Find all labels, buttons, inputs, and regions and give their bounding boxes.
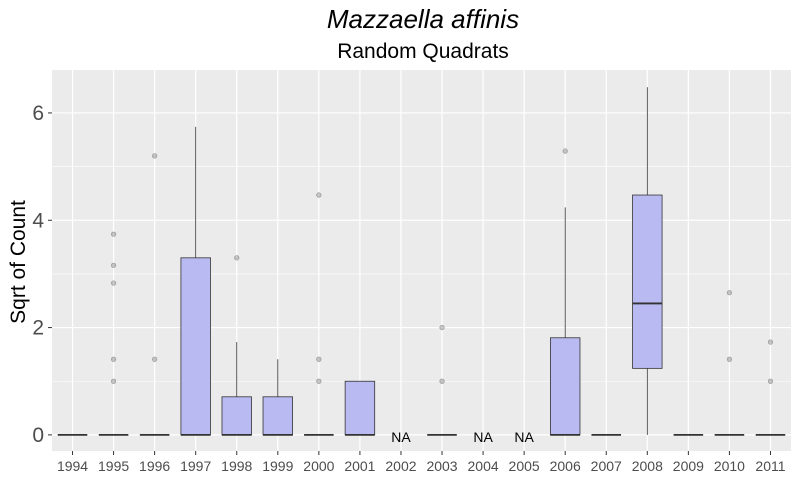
y-tick-label: 6 (32, 102, 44, 125)
x-tick-label: 2011 (755, 458, 785, 474)
outlier-point (110, 231, 117, 237)
box-1995 (98, 231, 129, 436)
x-tick-label: 2008 (632, 458, 663, 474)
x-tick-label: 1996 (139, 458, 170, 474)
x-tick-label: 1998 (221, 458, 252, 474)
na-label: NA (514, 429, 534, 445)
outlier-point (439, 324, 445, 331)
box-2000 (304, 192, 334, 436)
box-2011 (755, 339, 786, 436)
x-tick-label: 2002 (385, 458, 416, 474)
x-tick-label: 1999 (262, 458, 293, 474)
outlier-point (767, 339, 774, 345)
outlier-point (726, 356, 733, 362)
plot-panel (52, 70, 791, 451)
boxes: NA NA NA (57, 87, 786, 445)
x-tick-label: 2000 (303, 458, 334, 474)
x-tick-label: 2003 (426, 458, 457, 474)
outlier-point (316, 378, 322, 384)
x-tick-label: 2001 (344, 458, 375, 474)
box-2008 (632, 87, 663, 435)
x-tick-label: 2007 (591, 458, 622, 474)
outlier-point (110, 378, 117, 384)
box-2001 (344, 380, 376, 436)
box-iqr (180, 257, 211, 436)
box-2006 (550, 148, 581, 436)
box-iqr (221, 396, 252, 436)
outlier-point (110, 262, 117, 268)
outlier-point (316, 356, 322, 362)
outlier-point (439, 378, 445, 384)
chart-title: Mazzaella affinis (327, 4, 519, 34)
outlier-point (767, 378, 774, 384)
y-tick-label: 4 (32, 209, 44, 232)
outlier-point (110, 356, 117, 362)
axes: 0 2 4 6 1994 1995 1996 1997 1998 1999 2000 2001 2002… (32, 102, 785, 474)
box-1999 (262, 359, 293, 436)
box-iqr (550, 337, 581, 436)
outlier-point (316, 192, 322, 198)
x-tick-label: 1994 (57, 458, 88, 474)
outlier-point (562, 148, 568, 154)
chart-subtitle: Random Quadrats (337, 40, 509, 63)
y-tick-label: 0 (32, 424, 44, 447)
x-tick-label: 1995 (98, 458, 129, 474)
outlier-point (152, 356, 158, 362)
box-iqr (262, 396, 293, 436)
x-tick-label: 2010 (714, 458, 745, 474)
outlier-point (726, 290, 733, 296)
box-1997 (180, 126, 211, 436)
outlier-point (110, 280, 117, 286)
na-label: NA (391, 429, 411, 445)
box-2003 (427, 324, 457, 436)
y-axis-label: Sqrt of Count (7, 200, 30, 324)
outlier-point (152, 153, 158, 159)
x-tick-label: 2004 (468, 458, 499, 474)
y-tick-label: 2 (32, 317, 44, 340)
box-iqr (344, 380, 376, 436)
box-iqr (632, 194, 663, 369)
box-1998 (221, 255, 252, 436)
x-tick-label: 2006 (550, 458, 581, 474)
x-tick-label: 1997 (180, 458, 211, 474)
outlier-point (234, 255, 240, 261)
x-tick-label: 2005 (509, 458, 540, 474)
na-label: NA (473, 429, 493, 445)
x-tick-label: 2009 (673, 458, 704, 474)
box-2010 (714, 290, 745, 436)
box-1996 (139, 153, 170, 436)
